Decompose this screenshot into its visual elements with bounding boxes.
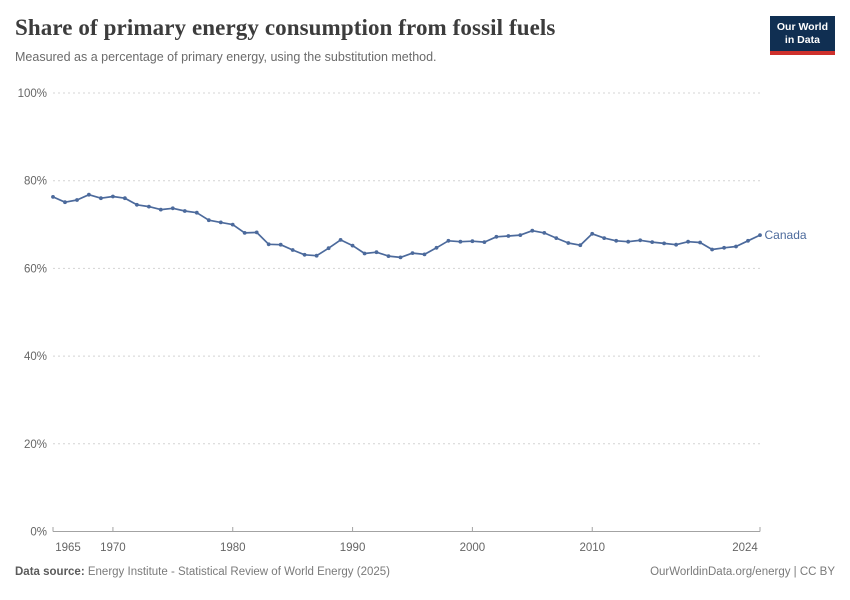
x-axis-label: 2024: [732, 542, 758, 554]
data-point[interactable]: [446, 238, 451, 243]
data-point[interactable]: [722, 245, 726, 250]
owid-logo-line2: in Data: [784, 34, 820, 47]
data-point[interactable]: [710, 247, 714, 252]
data-point[interactable]: [686, 239, 690, 244]
data-point[interactable]: [242, 231, 247, 235]
data-point[interactable]: [63, 200, 67, 205]
data-point[interactable]: [350, 243, 355, 248]
data-point[interactable]: [326, 246, 331, 251]
data-point[interactable]: [650, 240, 655, 245]
page-title: Share of primary energy consumption from…: [15, 15, 556, 40]
data-point[interactable]: [87, 192, 91, 197]
series-end-label[interactable]: Canada: [765, 228, 807, 242]
data-point[interactable]: [75, 198, 79, 202]
x-axis-label: 2010: [579, 542, 605, 554]
data-point[interactable]: [578, 243, 583, 248]
data-point[interactable]: [135, 202, 139, 207]
owid-logo[interactable]: Our World in Data: [769, 16, 835, 56]
y-axis-label: 0%: [30, 527, 47, 539]
data-point[interactable]: [314, 253, 319, 258]
data-point[interactable]: [542, 231, 547, 235]
data-point[interactable]: [147, 204, 151, 209]
data-source-note: Data source: Energy Institute - Statisti…: [15, 566, 390, 578]
credit-link[interactable]: OurWorldinData.org/energy | CC BY: [650, 566, 835, 578]
data-point[interactable]: [434, 245, 439, 250]
owid-logo-line1: Our World: [776, 21, 828, 33]
chart-header: Share of primary energy consumption from…: [15, 14, 755, 65]
data-point[interactable]: [170, 206, 175, 211]
data-point[interactable]: [374, 250, 379, 255]
data-source-text: Energy Institute - Statistical Review of…: [84, 566, 390, 578]
data-point[interactable]: [734, 244, 738, 249]
data-point[interactable]: [662, 241, 666, 246]
data-point[interactable]: [614, 238, 619, 243]
data-point[interactable]: [494, 234, 499, 239]
data-point[interactable]: [410, 251, 415, 256]
data-point[interactable]: [530, 228, 535, 233]
x-axis-label: 2000: [460, 542, 486, 554]
data-point[interactable]: [626, 239, 631, 244]
data-point[interactable]: [758, 233, 762, 238]
x-axis-label: 1970: [100, 542, 126, 554]
data-point[interactable]: [566, 241, 571, 245]
data-point[interactable]: [290, 248, 295, 252]
data-point[interactable]: [470, 239, 475, 244]
data-point[interactable]: [506, 234, 511, 238]
data-point[interactable]: [674, 242, 678, 247]
data-point[interactable]: [266, 242, 271, 247]
y-axis-label: 20%: [24, 439, 47, 451]
data-point[interactable]: [422, 252, 427, 257]
data-point[interactable]: [278, 242, 283, 247]
data-point[interactable]: [482, 240, 487, 245]
data-point[interactable]: [230, 222, 235, 227]
data-point[interactable]: [302, 252, 307, 257]
data-point[interactable]: [123, 196, 127, 201]
y-axis-label: 80%: [24, 176, 47, 188]
chart-footer: Data source: Energy Institute - Statisti…: [0, 566, 850, 578]
data-point[interactable]: [602, 236, 607, 241]
data-point[interactable]: [254, 230, 259, 235]
data-point[interactable]: [698, 240, 702, 245]
y-axis-label: 40%: [24, 351, 47, 363]
data-point[interactable]: [158, 207, 163, 212]
x-axis-label: 1990: [340, 542, 366, 554]
data-point[interactable]: [111, 194, 115, 199]
x-axis-label: 1965: [55, 542, 81, 554]
series-line-canada[interactable]: [52, 193, 761, 259]
data-point[interactable]: [194, 210, 199, 215]
data-point[interactable]: [99, 196, 103, 201]
y-axis-label: 100%: [18, 88, 47, 100]
data-source-label: Data source:: [15, 566, 85, 578]
data-point[interactable]: [362, 251, 367, 256]
data-point[interactable]: [554, 236, 559, 241]
data-point[interactable]: [746, 238, 750, 243]
y-axis-label: 60%: [24, 263, 47, 275]
data-point[interactable]: [206, 218, 211, 223]
chart-subtitle: Measured as a percentage of primary ener…: [15, 49, 437, 64]
data-point[interactable]: [338, 238, 343, 242]
data-point[interactable]: [51, 195, 55, 199]
data-point[interactable]: [458, 239, 463, 244]
data-point[interactable]: [398, 255, 403, 260]
x-axis-label: 1980: [220, 542, 246, 554]
data-point[interactable]: [590, 231, 595, 236]
data-point[interactable]: [638, 238, 643, 243]
data-point[interactable]: [218, 220, 223, 225]
data-point[interactable]: [386, 254, 391, 258]
data-point[interactable]: [518, 233, 523, 238]
data-point[interactable]: [182, 209, 187, 213]
